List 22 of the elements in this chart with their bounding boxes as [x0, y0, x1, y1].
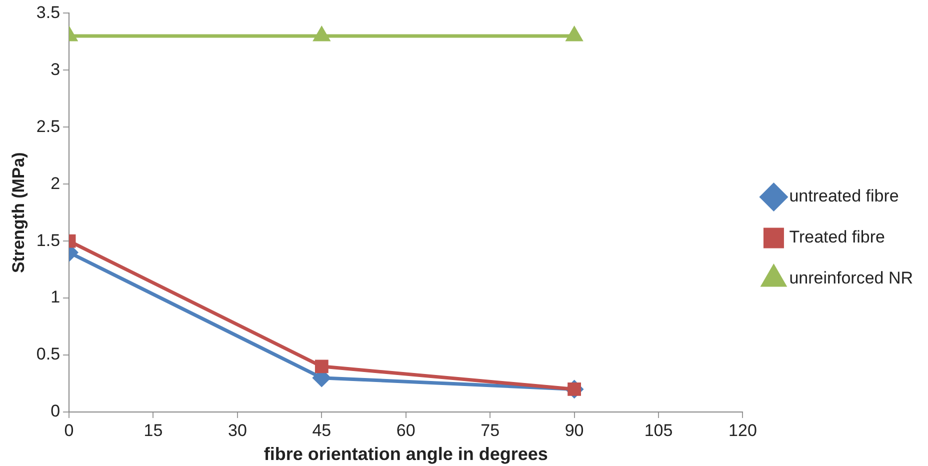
- legend-label: Treated fibre: [789, 228, 885, 247]
- y-tick-label: 0.5: [36, 344, 60, 364]
- y-tick-label: 0: [50, 402, 60, 421]
- x-tick-label: 45: [312, 420, 332, 440]
- x-tick-label: 15: [144, 420, 163, 440]
- y-tick-label: 1.5: [36, 230, 60, 250]
- x-tick-label: 0: [64, 420, 74, 440]
- x-tick-label: 60: [396, 420, 416, 440]
- y-tick-label: 2: [50, 174, 60, 193]
- x-tick-label: 105: [644, 420, 673, 440]
- legend-label: unreinforced NR: [789, 268, 913, 288]
- y-tick-label: 1: [50, 288, 60, 307]
- y-tick-label: 3: [50, 60, 60, 79]
- y-tick-label: 2.5: [36, 116, 60, 136]
- y-axis-title: Strength (MPa): [8, 152, 28, 274]
- legend-label: untreated fibre: [789, 186, 899, 206]
- x-tick-label: 30: [228, 420, 247, 440]
- x-tick-label: 120: [728, 420, 757, 440]
- x-tick-label: 90: [564, 420, 584, 440]
- x-tick-label: 75: [480, 420, 500, 440]
- x-axis-title: fibre orientation angle in degrees: [264, 444, 548, 464]
- y-tick-label: 3.5: [36, 2, 60, 22]
